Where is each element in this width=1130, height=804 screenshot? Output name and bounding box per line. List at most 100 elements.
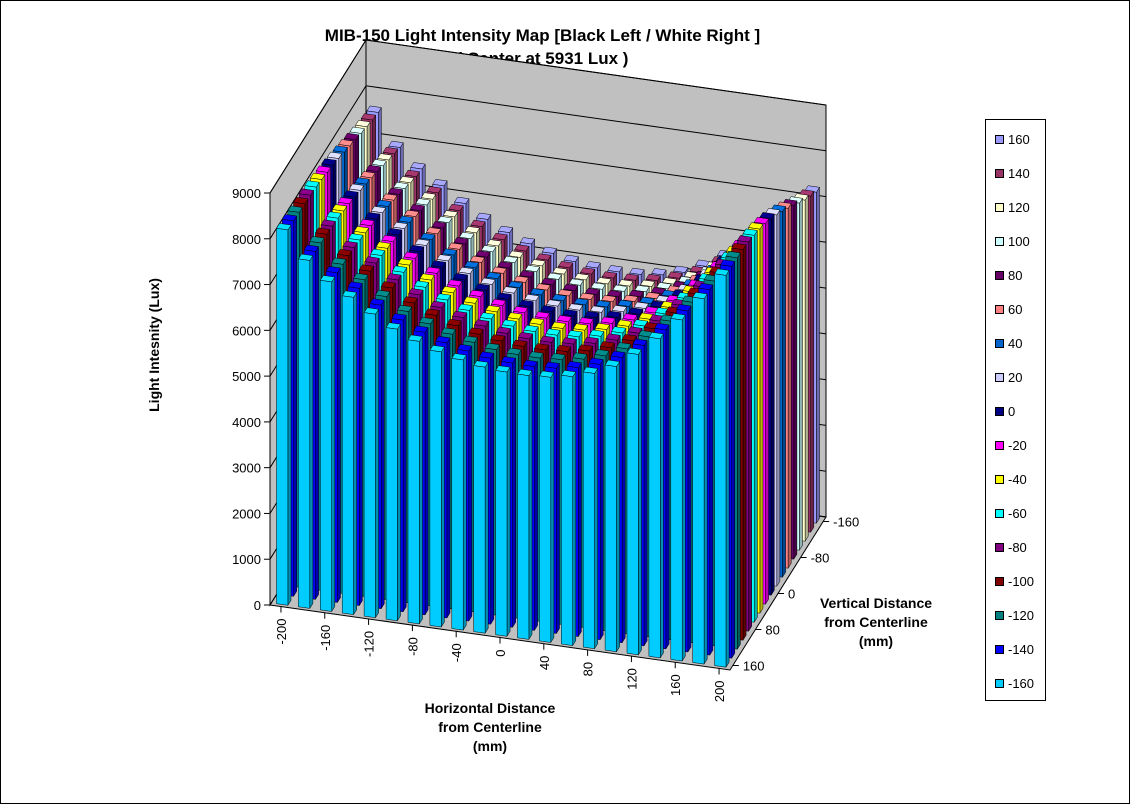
bar-front bbox=[604, 364, 617, 653]
bar-side bbox=[293, 215, 297, 598]
z-tick-label: -160 bbox=[833, 515, 859, 530]
legend-label: 80 bbox=[1008, 268, 1023, 283]
bar-side bbox=[572, 371, 577, 647]
x-tick-label: 160 bbox=[668, 674, 683, 696]
bar-side bbox=[337, 267, 341, 604]
z-tick-label: -80 bbox=[811, 551, 830, 566]
gridline bbox=[269, 85, 827, 240]
legend-swatch bbox=[995, 339, 1004, 349]
y-tick-label: 9000 bbox=[232, 186, 261, 201]
legend-swatch bbox=[995, 407, 1004, 417]
y-tick-label: 4000 bbox=[232, 415, 261, 430]
legend-item: -100 bbox=[995, 574, 1034, 590]
bar-side bbox=[703, 293, 708, 665]
bar-side bbox=[725, 269, 730, 669]
bar-front bbox=[648, 337, 661, 659]
y-tick-label: 8000 bbox=[232, 232, 261, 247]
bar-side bbox=[462, 354, 467, 631]
bar-front bbox=[582, 371, 595, 649]
bar-side bbox=[687, 305, 692, 653]
legend-item: 0 bbox=[995, 404, 1015, 420]
bar-side bbox=[770, 213, 775, 597]
bar-side bbox=[397, 323, 401, 622]
bar-side bbox=[793, 200, 798, 561]
bar bbox=[276, 223, 292, 607]
bar bbox=[538, 370, 555, 644]
legend-item: -80 bbox=[995, 540, 1027, 556]
legend-swatch bbox=[995, 441, 1004, 451]
bar-front bbox=[670, 318, 683, 662]
y-tick-label: 7000 bbox=[232, 278, 261, 293]
bar-front bbox=[407, 339, 420, 625]
legend-swatch bbox=[995, 135, 1004, 145]
bar-side bbox=[665, 324, 670, 650]
bar-side bbox=[309, 254, 314, 610]
bar-side bbox=[506, 366, 511, 638]
bar bbox=[626, 347, 642, 656]
bar-side bbox=[638, 348, 642, 656]
legend-label: -140 bbox=[1008, 642, 1035, 657]
bar-side bbox=[787, 202, 792, 570]
x-tick-label: 120 bbox=[624, 668, 639, 690]
axes-layer: 0100020003000400050006000700080009000-20… bbox=[146, 186, 932, 754]
x-axis-title-line: (mm) bbox=[473, 738, 507, 754]
legend-label: 0 bbox=[1008, 404, 1016, 419]
legend-label: -20 bbox=[1008, 438, 1027, 453]
legend-swatch bbox=[995, 203, 1004, 213]
legend-item: -120 bbox=[995, 608, 1034, 624]
bar-front bbox=[363, 312, 376, 618]
y-tick-label: 0 bbox=[254, 598, 261, 613]
y-tick-label: 3000 bbox=[232, 461, 261, 476]
bar-front bbox=[692, 296, 705, 665]
chart-title: MIB-150 Light Intensity Map [Black Left … bbox=[324, 26, 761, 45]
bar bbox=[451, 353, 467, 631]
bar-side bbox=[816, 186, 820, 525]
bar-front bbox=[429, 350, 442, 628]
legend-swatch bbox=[995, 271, 1004, 281]
legend-label: 160 bbox=[1008, 132, 1030, 147]
z-axis-title-line: (mm) bbox=[859, 633, 893, 649]
bar-side bbox=[468, 345, 473, 622]
x-tick-label: 80 bbox=[581, 662, 596, 676]
bar-side bbox=[380, 299, 385, 610]
legend-swatch bbox=[995, 237, 1004, 247]
bar-side bbox=[490, 352, 495, 626]
bar bbox=[363, 307, 380, 619]
bar bbox=[714, 268, 730, 669]
bar-side bbox=[681, 314, 686, 662]
bars-layer bbox=[276, 105, 820, 669]
bar-side bbox=[424, 326, 429, 616]
bar-front bbox=[539, 375, 552, 643]
bar bbox=[429, 345, 445, 628]
legend-label: 120 bbox=[1008, 200, 1030, 215]
bar-side bbox=[441, 346, 445, 628]
legend-item: -160 bbox=[995, 676, 1034, 692]
bar-front bbox=[385, 327, 398, 622]
bar bbox=[495, 365, 511, 638]
bar-side bbox=[287, 224, 292, 607]
x-tick-label: -40 bbox=[449, 643, 464, 662]
gridline bbox=[269, 39, 827, 194]
bar-side bbox=[353, 291, 357, 616]
bar-side bbox=[578, 362, 582, 638]
legend-item: 40 bbox=[995, 336, 1022, 352]
bar bbox=[341, 290, 358, 616]
legend-item: 140 bbox=[995, 166, 1030, 182]
y-tick-label: 6000 bbox=[232, 323, 261, 338]
bar bbox=[648, 332, 664, 659]
bar-front bbox=[473, 365, 486, 634]
legend-item: -60 bbox=[995, 506, 1027, 522]
bar bbox=[670, 313, 686, 662]
bar-side bbox=[759, 223, 764, 615]
bar-side bbox=[446, 337, 451, 619]
bar bbox=[604, 359, 621, 653]
z-tick-label: 0 bbox=[788, 587, 795, 602]
bar-side bbox=[776, 209, 781, 588]
z-tick-label: 160 bbox=[743, 659, 765, 674]
bar-side bbox=[528, 369, 533, 641]
legend-label: -60 bbox=[1008, 506, 1027, 521]
x-axis-title-line: from Centerline bbox=[438, 719, 542, 735]
bar-front bbox=[517, 373, 530, 640]
legend-item: 60 bbox=[995, 302, 1022, 318]
